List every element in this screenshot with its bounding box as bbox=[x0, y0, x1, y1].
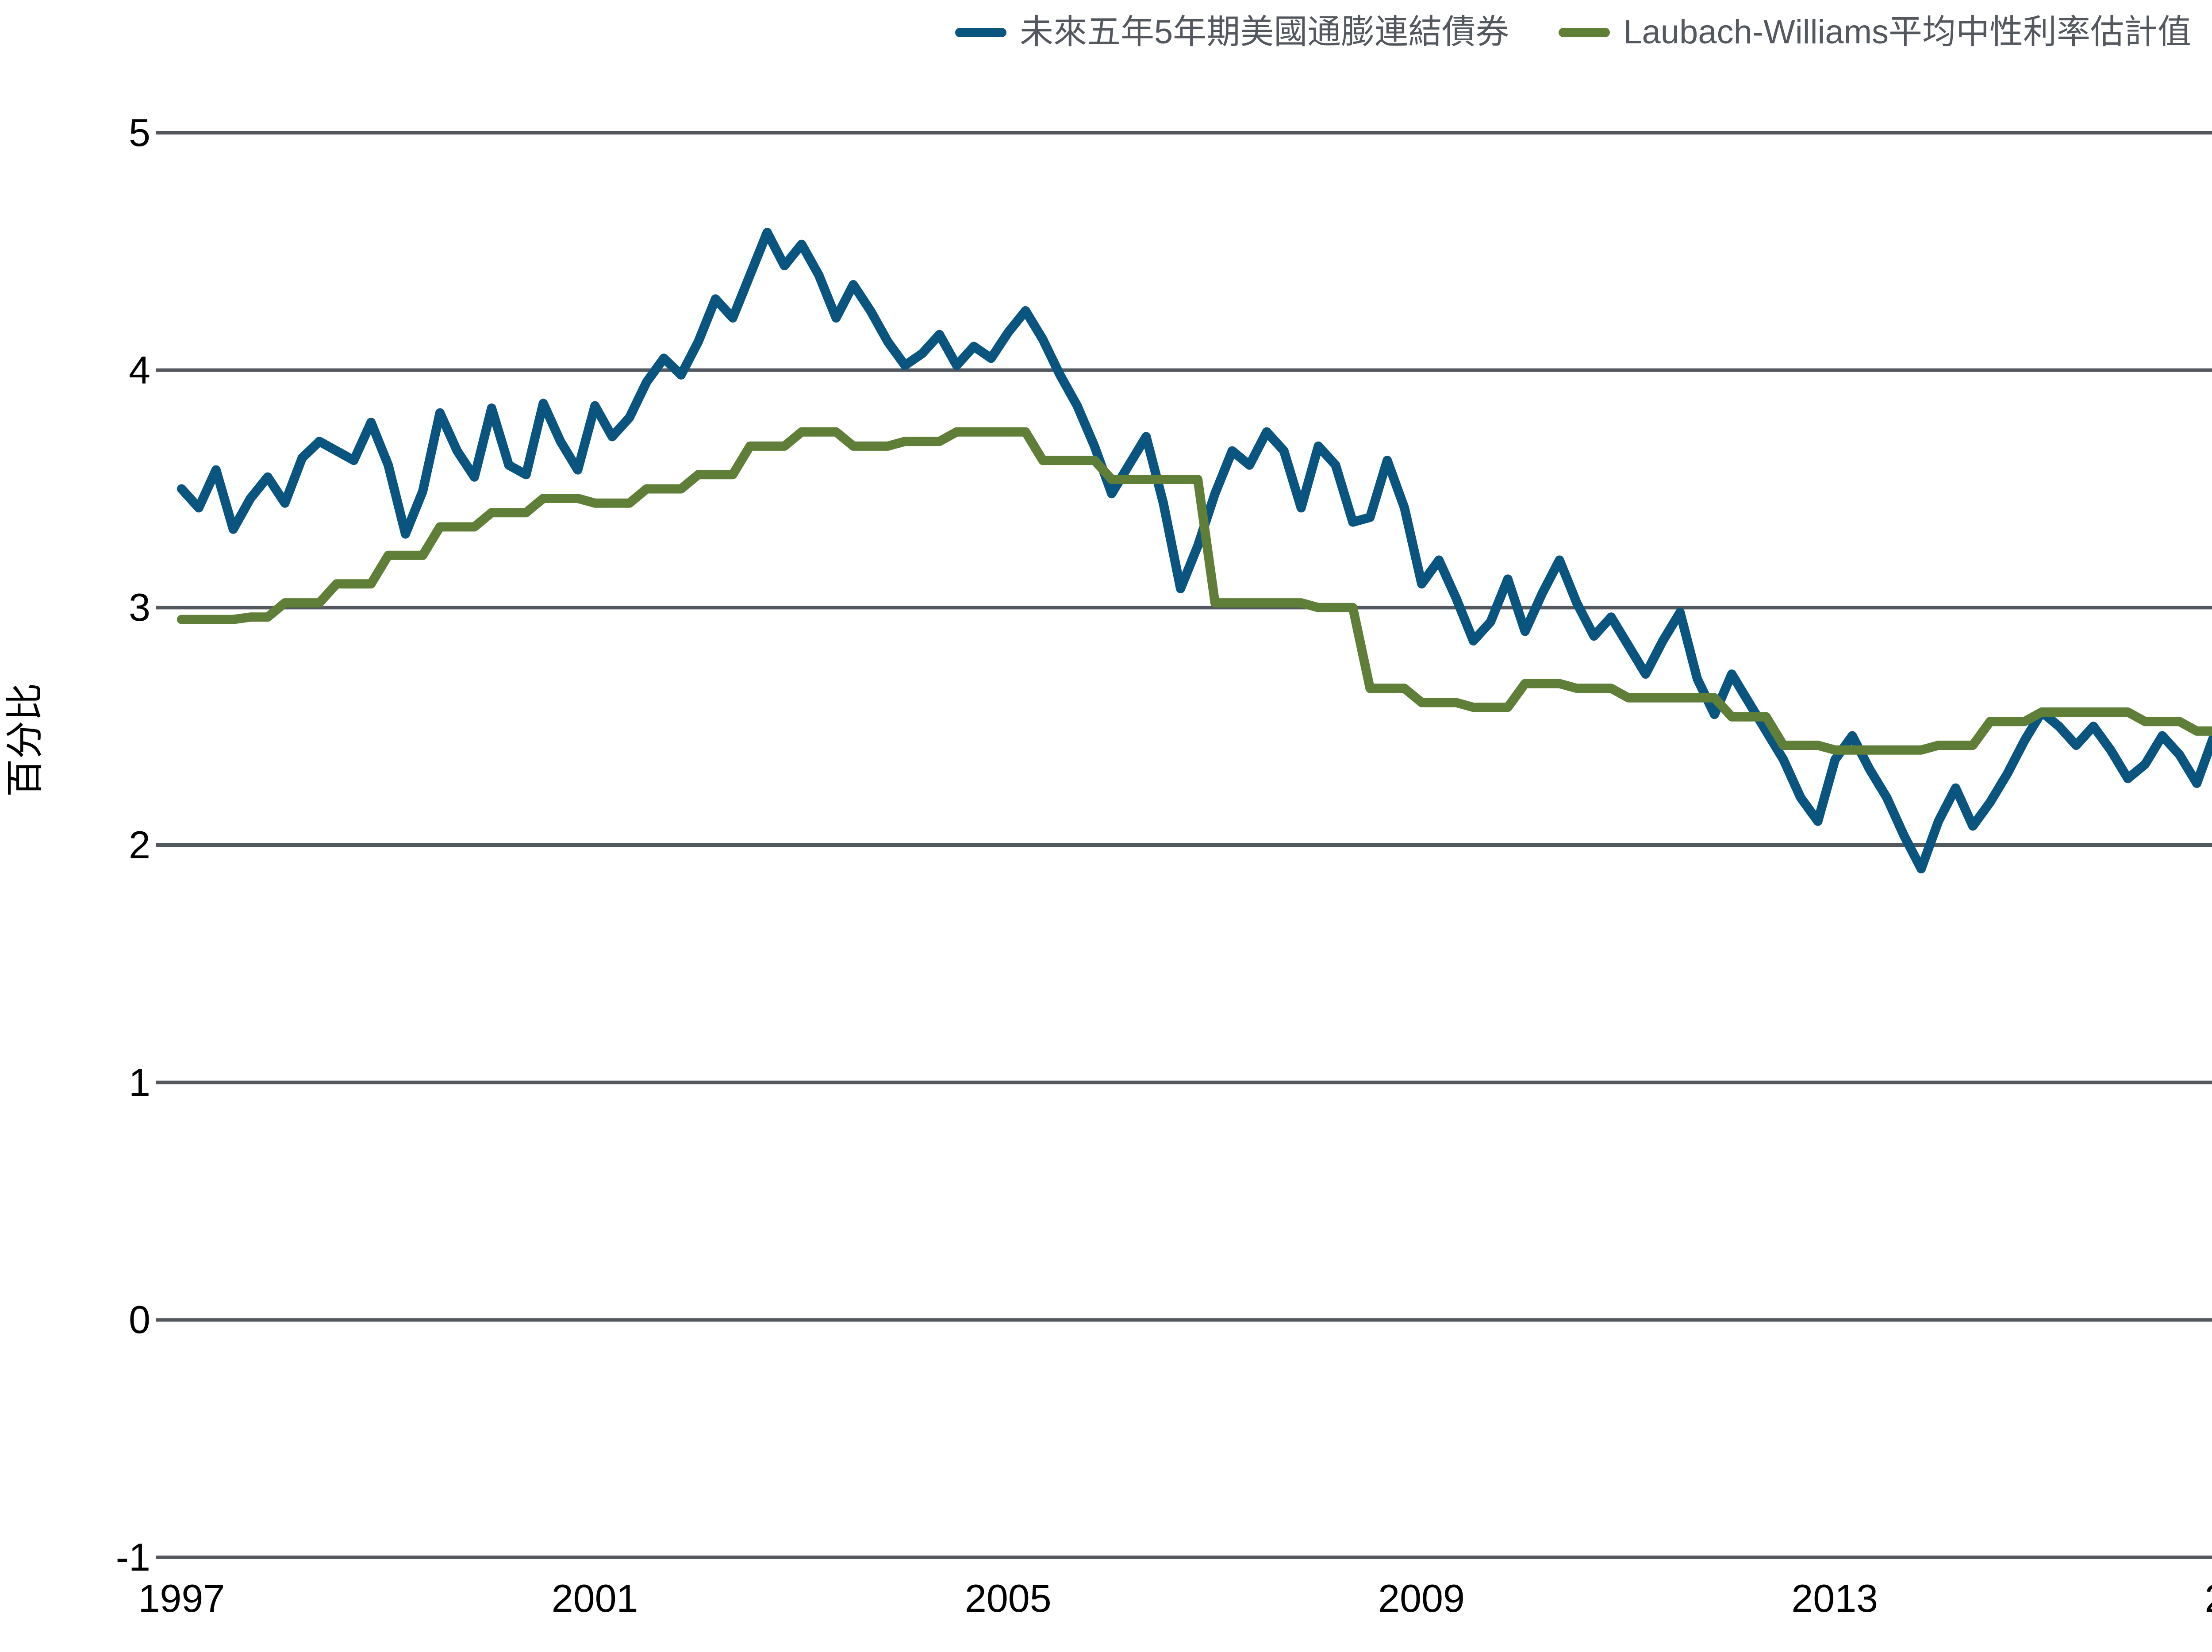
y-tick-label: 0 bbox=[129, 1298, 150, 1342]
x-tick-label: 1997 bbox=[138, 1576, 225, 1620]
x-tick-label: 2013 bbox=[1791, 1576, 1878, 1620]
x-tick-label: 2017 bbox=[2205, 1576, 2212, 1621]
chart-legend: 未來五年5年期美國通膨連結債券 Laubach-Williams平均中性利率估計… bbox=[0, 8, 2212, 57]
legend-label-tips: 未來五年5年期美國通膨連結債券 bbox=[1019, 13, 1509, 51]
legend-item-tips[interactable]: 未來五年5年期美國通膨連結債券 bbox=[955, 15, 1509, 49]
y-tick-label: 4 bbox=[129, 348, 150, 392]
series-lines bbox=[177, 227, 2212, 874]
y-tick-label: 2 bbox=[129, 823, 150, 867]
y-tick-label: 3 bbox=[129, 585, 150, 630]
y-axis-title-wrap: 百分比 bbox=[0, 0, 53, 1652]
y-axis-ticks: 5 4 3 2 1 0 -1 bbox=[0, 0, 150, 1652]
legend-swatch-lw bbox=[1559, 27, 1610, 37]
legend-swatch-tips bbox=[955, 27, 1006, 37]
series-line-lw bbox=[177, 427, 2212, 755]
x-tick-label: 2009 bbox=[1378, 1576, 1465, 1620]
y-tick-label: 1 bbox=[129, 1060, 150, 1104]
y-tick-label: 5 bbox=[129, 111, 150, 154]
y-tick-label: -1 bbox=[115, 1535, 150, 1579]
series-line-tips bbox=[177, 227, 2212, 874]
x-tick-label: 2005 bbox=[964, 1576, 1052, 1620]
legend-label-lw: Laubach-Williams平均中性利率估計值 bbox=[1623, 13, 2192, 51]
x-tick-label: 2001 bbox=[551, 1576, 638, 1620]
y-axis-title: 百分比 bbox=[4, 683, 46, 797]
legend-item-lw[interactable]: Laubach-Williams平均中性利率估計值 bbox=[1559, 15, 2191, 49]
